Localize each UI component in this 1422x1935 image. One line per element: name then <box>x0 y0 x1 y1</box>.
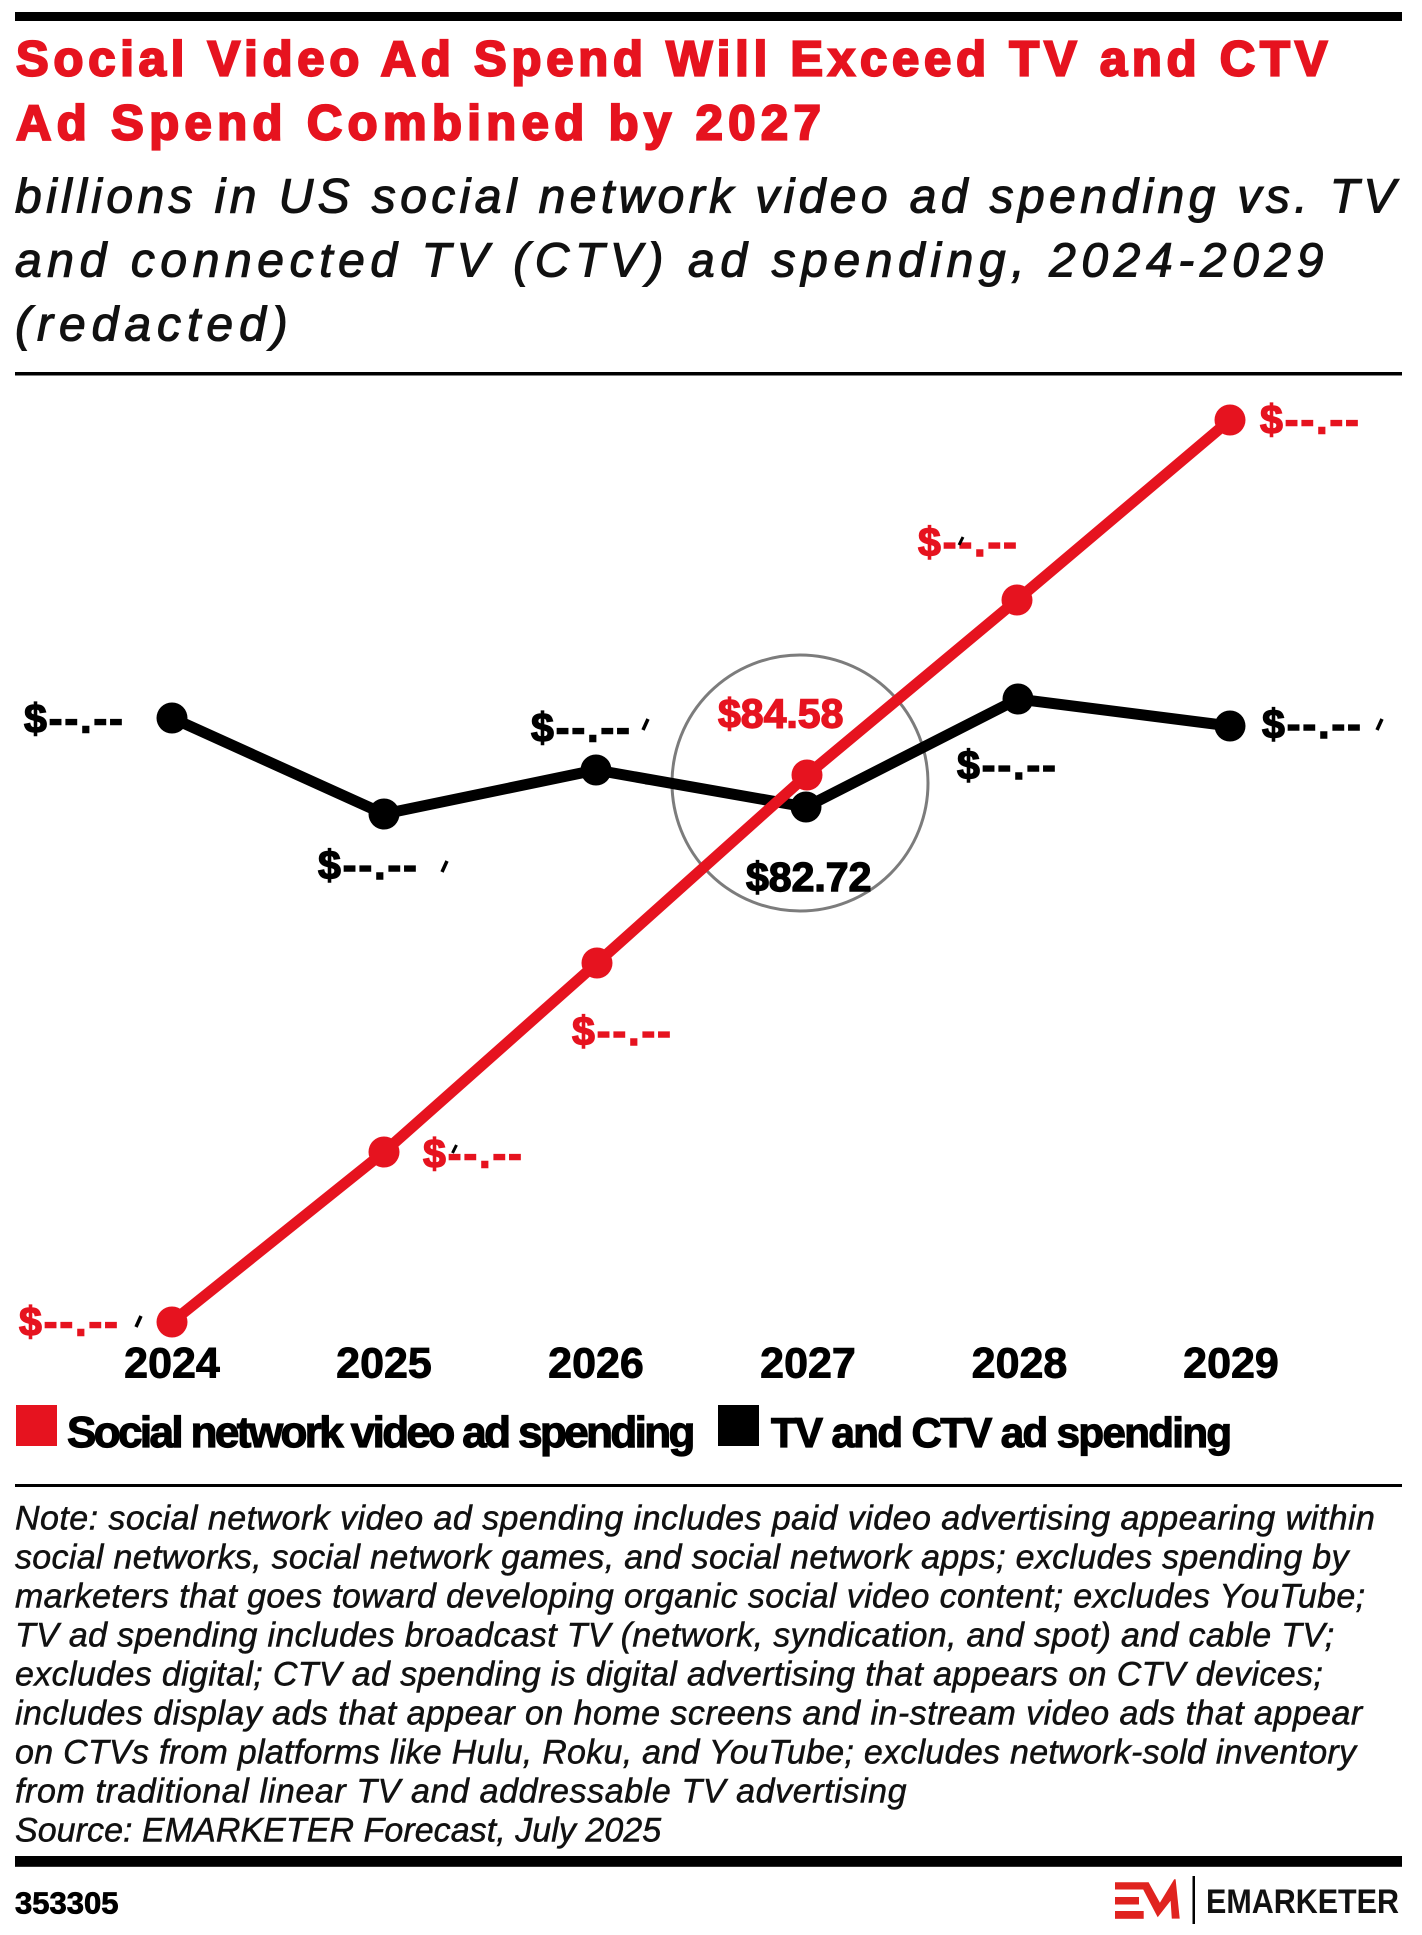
svg-text:TV ad spending includes broadc: TV ad spending includes broadcast TV (ne… <box>15 1617 1335 1655</box>
svg-text:2026: 2026 <box>548 1340 644 1388</box>
svg-text:$--.--: $--.-- <box>918 519 1019 565</box>
svg-text:EMARKETER: EMARKETER <box>1206 1883 1399 1921</box>
svg-text:$84.58: $84.58 <box>718 691 843 737</box>
svg-text:and connected TV (CTV) ad spen: and connected TV (CTV) ad spending, 2024… <box>15 235 1329 288</box>
svg-text:2027: 2027 <box>760 1340 856 1388</box>
svg-text:social networks, social networ: social networks, social network games, a… <box>15 1539 1351 1577</box>
svg-text:includes display ads that appe: includes display ads that appear on home… <box>15 1695 1364 1733</box>
svg-text:$--.--: $--.-- <box>24 696 125 742</box>
svg-text:2028: 2028 <box>972 1340 1068 1388</box>
svg-text:marketers that goes toward dev: marketers that goes toward developing or… <box>15 1578 1365 1616</box>
svg-text:$--.--: $--.-- <box>1260 397 1361 443</box>
svg-text:2029: 2029 <box>1183 1340 1279 1388</box>
svg-text:on CTVs from platforms like Hu: on CTVs from platforms like Hulu, Roku, … <box>15 1734 1358 1772</box>
svg-text:$82.72: $82.72 <box>746 854 871 900</box>
svg-text:(redacted): (redacted) <box>15 299 294 352</box>
svg-text:Source: EMARKETER Forecast, Ju: Source: EMARKETER Forecast, July 2025 <box>15 1812 661 1850</box>
svg-text:from traditional linear TV and: from traditional linear TV and addressab… <box>15 1773 907 1811</box>
svg-text:$--.--: $--.-- <box>572 1008 673 1054</box>
svg-text:Social network video ad spendi: Social network video ad spending <box>67 1408 693 1457</box>
svg-text:Social Video Ad Spend Will Exc: Social Video Ad Spend Will Exceed TV and… <box>16 33 1332 87</box>
svg-text:$--.--: $--.-- <box>423 1131 524 1177</box>
svg-text:$--.--: $--.-- <box>318 842 419 888</box>
svg-text:Ad Spend Combined by 2027: Ad Spend Combined by 2027 <box>16 97 826 151</box>
svg-text:$--.--: $--.-- <box>957 742 1058 788</box>
svg-text:excludes digital; CTV ad spend: excludes digital; CTV ad spending is dig… <box>15 1656 1323 1694</box>
svg-text:2024: 2024 <box>124 1340 220 1388</box>
svg-text:$--.--: $--.-- <box>531 705 632 751</box>
svg-text:$--.--: $--.-- <box>19 1299 120 1345</box>
svg-text:$--.--: $--.-- <box>1262 701 1363 747</box>
svg-text:billions in US social network: billions in US social network video ad s… <box>15 171 1400 224</box>
svg-text:TV and CTV ad spending: TV and CTV ad spending <box>771 1409 1231 1456</box>
svg-text:353305: 353305 <box>15 1886 118 1921</box>
svg-text:2025: 2025 <box>336 1340 432 1388</box>
svg-text:Note: social network video ad: Note: social network video ad spending i… <box>15 1500 1375 1538</box>
